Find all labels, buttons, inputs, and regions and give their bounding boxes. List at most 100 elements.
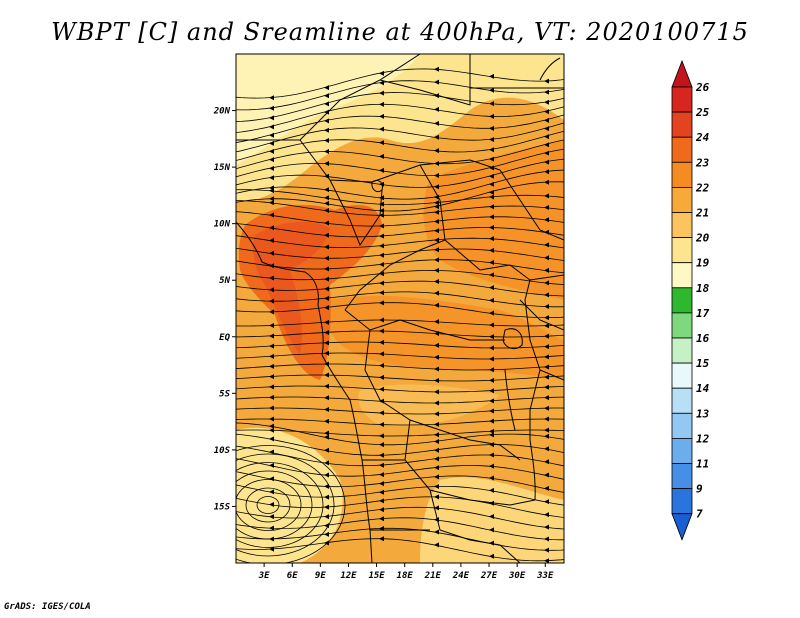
stream-arrow	[489, 514, 494, 520]
streamline	[236, 506, 564, 530]
x-tick-label: 6E	[287, 571, 298, 581]
stream-arrow	[324, 319, 329, 325]
streamline	[236, 396, 564, 404]
stream-arrow	[434, 400, 439, 406]
stream-arrow	[379, 472, 384, 478]
x-tick-label: 21E	[424, 571, 442, 581]
streamline	[236, 453, 335, 557]
stream-arrow	[379, 442, 384, 448]
stream-arrow	[489, 408, 494, 414]
stream-arrow	[434, 267, 439, 273]
stream-arrow	[434, 465, 439, 471]
stream-arrow	[489, 388, 494, 394]
streamline	[236, 517, 564, 541]
stream-arrow	[544, 547, 549, 553]
stream-arrow	[544, 134, 549, 140]
y-tick-label: 5N	[219, 276, 230, 286]
stream-arrow	[379, 290, 384, 296]
stream-arrow	[269, 212, 274, 218]
stream-arrow	[379, 498, 384, 504]
stream-arrow	[434, 279, 439, 285]
stream-arrow	[324, 447, 329, 453]
stream-arrow	[434, 432, 439, 438]
stream-arrow	[544, 255, 549, 261]
stream-arrow	[489, 101, 494, 107]
map-panel[interactable]	[191, 54, 569, 565]
stream-arrow	[544, 159, 549, 165]
stream-arrow	[324, 93, 329, 99]
map-frame	[235, 53, 565, 564]
colorbar-label: 14	[696, 382, 710, 395]
stream-arrow	[379, 271, 384, 277]
stream-arrow	[489, 452, 494, 458]
stream-arrow	[544, 395, 549, 401]
stream-arrow	[544, 78, 549, 84]
stream-arrow	[324, 232, 329, 238]
x-tick-label: 3E	[258, 571, 270, 581]
stream-arrow	[434, 456, 439, 462]
streamline	[236, 158, 564, 188]
stream-arrow	[544, 292, 549, 298]
colorbar-label: 25	[695, 106, 710, 119]
colorbar-swatch	[671, 337, 693, 364]
x-tick-label: 27E	[480, 571, 498, 581]
stream-arrow	[324, 305, 329, 311]
stream-arrow	[489, 356, 494, 362]
stream-arrow	[324, 434, 329, 440]
stream-arrow	[544, 472, 549, 478]
stream-arrow	[269, 132, 274, 138]
latitude-axis: 20N 15N 10N 5N EQ 5S 10S 15S	[213, 107, 236, 512]
colorbar-top-triangle	[671, 59, 693, 88]
streamline	[236, 302, 564, 319]
stream-arrow	[269, 225, 274, 231]
colorbar-label: 17	[696, 307, 710, 320]
stream-arrow	[434, 474, 439, 480]
streamline	[236, 291, 564, 308]
stream-arrow	[324, 418, 329, 424]
stream-arrow	[434, 319, 439, 325]
stream-arrow	[324, 483, 329, 489]
stream-arrow	[544, 416, 549, 422]
stream-arrow	[434, 366, 439, 372]
stream-arrow	[379, 433, 384, 439]
streamline	[236, 341, 564, 349]
coastlines-borders	[236, 54, 564, 563]
stream-arrow	[324, 137, 329, 143]
stream-arrow	[544, 344, 549, 350]
colorbar-label: 7	[696, 508, 703, 521]
stream-arrow	[434, 237, 439, 243]
stream-arrow	[379, 410, 384, 416]
stream-arrow	[324, 340, 329, 346]
stream-arrow	[269, 333, 274, 339]
streamline	[236, 479, 302, 531]
stream-arrow	[379, 374, 384, 380]
stream-arrow	[434, 93, 439, 99]
shading-central-light	[358, 384, 500, 427]
x-tick-label: 9E	[315, 571, 326, 581]
stream-arrow	[379, 452, 384, 458]
stream-arrow	[489, 165, 494, 171]
stream-arrow	[544, 150, 549, 156]
colorbar-bottom-triangle	[671, 513, 693, 541]
colorbar-label: 20	[695, 232, 710, 245]
x-tick-label: 18E	[397, 571, 414, 581]
grads-credit: GrADS: IGES/COLA	[4, 602, 91, 612]
streamline	[236, 200, 564, 216]
stream-arrow	[379, 351, 384, 357]
stream-arrow	[434, 354, 439, 360]
stream-arrow	[324, 244, 329, 250]
stream-arrow	[324, 472, 329, 478]
stream-arrow	[434, 148, 439, 154]
stream-arrow	[489, 432, 494, 438]
stream-arrow	[324, 220, 329, 226]
streamline	[236, 538, 564, 562]
stream-arrow	[324, 85, 329, 91]
colorbar-label: 18	[696, 282, 710, 295]
y-tick-label: 15S	[214, 502, 231, 512]
stream-arrow	[489, 310, 494, 316]
stream-arrow	[544, 126, 549, 132]
stream-arrow	[489, 259, 494, 265]
stream-arrow	[434, 505, 439, 511]
streamline	[236, 484, 564, 506]
stream-arrow	[489, 553, 494, 559]
